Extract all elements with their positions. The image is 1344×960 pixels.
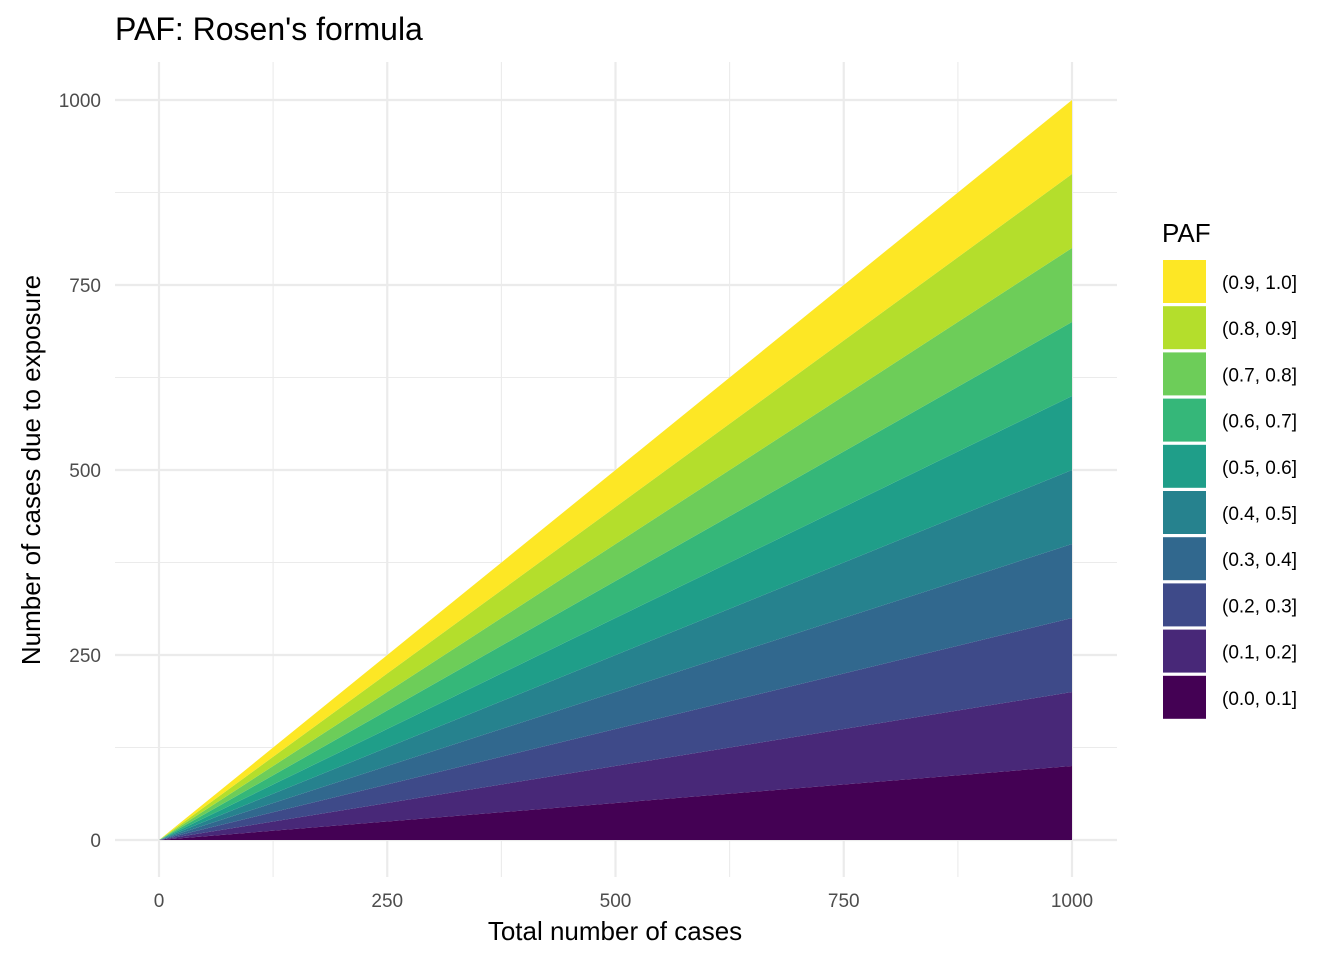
legend-label: (0.9, 1.0] xyxy=(1222,273,1297,294)
legend-label: (0.7, 0.8] xyxy=(1222,365,1297,386)
legend: PAF (0.9, 1.0] (0.8, 0.9] (0.7, 0.8] (0.6, … xyxy=(1162,218,1297,719)
x-tick-label: 0 xyxy=(154,891,165,912)
legend-label: (0.6, 0.7] xyxy=(1222,412,1297,433)
legend-items: (0.9, 1.0] (0.8, 0.9] (0.7, 0.8] (0.6, 0.7]… xyxy=(1163,260,1297,719)
legend-swatch xyxy=(1163,260,1206,303)
x-tick-label: 750 xyxy=(828,891,860,912)
legend-swatch xyxy=(1163,398,1206,442)
x-tick-label: 250 xyxy=(371,891,403,912)
legend-swatch xyxy=(1163,583,1206,627)
x-tick-label: 500 xyxy=(600,891,632,912)
stacked-areas xyxy=(159,100,1072,840)
x-axis-title: Total number of cases xyxy=(488,916,742,946)
legend-swatch xyxy=(1163,629,1206,673)
legend-swatch xyxy=(1163,306,1206,350)
legend-label: (0.4, 0.5] xyxy=(1222,504,1297,525)
chart-title: PAF: Rosen's formula xyxy=(115,11,423,47)
legend-swatch xyxy=(1163,675,1206,719)
y-axis-ticks: 0 250 500 750 1000 xyxy=(59,91,101,852)
legend-label: (0.0, 0.1] xyxy=(1222,689,1297,710)
y-axis-title: Number of cases due to exposure xyxy=(16,275,46,665)
legend-label: (0.8, 0.9] xyxy=(1222,319,1297,340)
legend-label: (0.5, 0.6] xyxy=(1222,458,1297,479)
y-tick-label: 250 xyxy=(69,646,101,667)
legend-label: (0.3, 0.4] xyxy=(1222,550,1297,571)
legend-title: PAF xyxy=(1162,218,1211,248)
legend-swatch xyxy=(1163,444,1206,488)
legend-swatch xyxy=(1163,537,1206,581)
y-tick-label: 1000 xyxy=(59,91,101,112)
y-tick-label: 750 xyxy=(69,276,101,297)
legend-label: (0.2, 0.3] xyxy=(1222,596,1297,617)
area-band xyxy=(159,100,1072,840)
x-tick-label: 1000 xyxy=(1051,891,1093,912)
legend-label: (0.1, 0.2] xyxy=(1222,643,1297,664)
legend-swatch xyxy=(1163,491,1206,534)
y-tick-label: 0 xyxy=(90,831,101,852)
x-axis-ticks: 0 250 500 750 1000 xyxy=(154,891,1093,912)
legend-swatch xyxy=(1163,352,1206,396)
y-tick-label: 500 xyxy=(69,461,101,482)
